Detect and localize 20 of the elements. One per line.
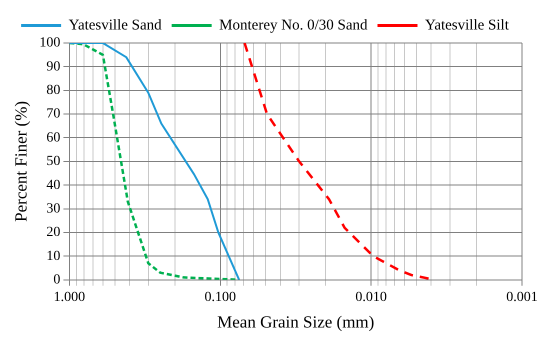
y-tick-label: 80 [46, 83, 60, 98]
x-tick-label: 0.010 [355, 290, 387, 305]
x-tick-label: 1.000 [54, 290, 86, 305]
y-tick-label: 70 [46, 106, 60, 122]
y-tick-label: 20 [46, 225, 60, 240]
y-tick-label: 0 [53, 272, 60, 288]
x-tick-label: 0.100 [204, 290, 236, 305]
y-axis-title: Percent Finer (%) [12, 100, 31, 222]
legend-label: Yatesville Sand [68, 17, 162, 34]
y-tick-label: 60 [46, 130, 60, 146]
y-tick-label: 90 [46, 59, 60, 74]
legend-label: Yatesville Silt [424, 17, 510, 34]
y-tick-label: 10 [46, 248, 60, 264]
x-axis-title: Mean Grain Size (mm) [217, 312, 374, 332]
x-tick-label: 0.001 [506, 290, 538, 305]
y-tick-label: 50 [46, 154, 60, 170]
legend-label: Monterey No. 0/30 Sand [219, 17, 368, 34]
y-tick-label: 40 [46, 178, 60, 193]
y-tick-label: 100 [39, 36, 60, 51]
y-tick-label: 30 [46, 201, 60, 216]
